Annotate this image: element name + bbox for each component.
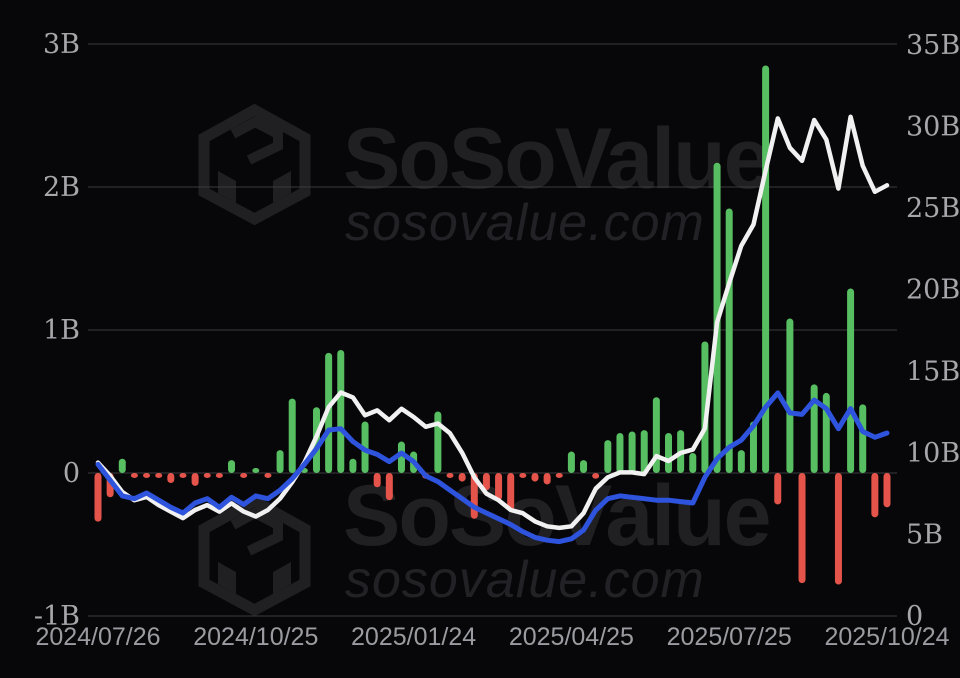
- outflow-bar[interactable]: [774, 473, 782, 505]
- outflow-bar[interactable]: [458, 473, 466, 482]
- x-axis-tick: 2025/01/24: [351, 623, 476, 651]
- left-axis-labels: 3B 2B 1B 0 -1B: [34, 29, 80, 632]
- inflow-bar[interactable]: [859, 404, 867, 473]
- inflow-bar[interactable]: [252, 468, 260, 473]
- inflow-bar[interactable]: [749, 421, 757, 473]
- inflow-bar[interactable]: [567, 451, 575, 473]
- outflow-bar[interactable]: [240, 473, 248, 478]
- inflow-bar[interactable]: [628, 431, 636, 473]
- outflow-bar[interactable]: [543, 473, 551, 485]
- outflow-bar[interactable]: [264, 473, 272, 478]
- inflow-bar[interactable]: [847, 288, 855, 473]
- outflow-bar[interactable]: [507, 473, 515, 511]
- left-axis-tick: 0: [63, 458, 80, 489]
- watermark-bottom: SoSoValue sosovalue.com: [198, 468, 772, 617]
- watermark-top: SoSoValue sosovalue.com: [198, 103, 772, 252]
- outflow-bar[interactable]: [179, 473, 187, 478]
- right-axis-tick: 10B: [906, 438, 960, 469]
- inflow-bar[interactable]: [810, 384, 818, 473]
- outflow-bar[interactable]: [215, 473, 223, 478]
- x-axis-labels: 2024/07/26 2024/10/25 2025/01/24 2025/04/25…: [35, 623, 949, 651]
- outflow-bar[interactable]: [446, 473, 454, 478]
- bars-series[interactable]: [94, 65, 891, 585]
- inflow-bar[interactable]: [786, 318, 794, 473]
- right-axis-tick: 5B: [906, 519, 943, 550]
- right-axis-labels: 35B 30B 25B 20B 15B 10B 5B 0: [906, 30, 960, 632]
- right-axis-tick: 35B: [906, 30, 960, 61]
- right-axis-tick: 25B: [906, 193, 960, 224]
- outflow-bar[interactable]: [798, 473, 806, 584]
- x-axis-tick: 2025/10/24: [824, 623, 949, 651]
- left-axis-tick: 3B: [43, 29, 80, 60]
- trend-line[interactable]: [95, 390, 890, 545]
- outflow-bar[interactable]: [155, 473, 163, 478]
- outflow-bar[interactable]: [94, 473, 102, 522]
- watermark-domain: sosovalue.com: [345, 194, 705, 252]
- right-axis-tick: 0: [906, 601, 923, 632]
- inflow-bar[interactable]: [580, 460, 588, 473]
- outflow-bar[interactable]: [482, 473, 490, 491]
- outflow-bar[interactable]: [130, 473, 138, 478]
- inflow-bar[interactable]: [434, 411, 442, 473]
- outflow-bar[interactable]: [385, 473, 393, 501]
- sosovalue-cube-logo: [198, 103, 311, 226]
- x-axis-tick: 2024/10/25: [193, 623, 318, 651]
- inflow-bar[interactable]: [701, 341, 709, 473]
- white-line-series[interactable]: [95, 114, 890, 531]
- outflow-bar[interactable]: [555, 473, 563, 478]
- inflow-bar[interactable]: [397, 441, 405, 473]
- right-axis-tick: 30B: [906, 112, 960, 143]
- inflow-bar[interactable]: [337, 350, 345, 473]
- outflow-bar[interactable]: [592, 473, 600, 479]
- inflow-bar[interactable]: [737, 450, 745, 473]
- outflow-bar[interactable]: [519, 473, 527, 478]
- outflow-bar[interactable]: [531, 473, 539, 482]
- outflow-bar[interactable]: [883, 473, 891, 508]
- inflow-bar[interactable]: [665, 432, 673, 473]
- inflow-bar[interactable]: [118, 458, 126, 473]
- right-axis-tick: 20B: [906, 275, 960, 306]
- inflow-bar[interactable]: [349, 458, 357, 473]
- watermark-domain: sosovalue.com: [345, 551, 705, 609]
- inflow-bar[interactable]: [652, 397, 660, 473]
- inflow-bar[interactable]: [288, 398, 296, 473]
- outflow-bar[interactable]: [143, 473, 151, 478]
- outflow-bar[interactable]: [203, 473, 211, 478]
- outflow-bar[interactable]: [871, 473, 879, 518]
- watermark-title: SoSoValue: [343, 468, 770, 564]
- left-axis-tick: 2B: [43, 172, 80, 203]
- inflow-bar[interactable]: [616, 432, 624, 473]
- inflow-bar[interactable]: [604, 440, 612, 473]
- x-axis-tick: 2024/07/26: [35, 623, 160, 651]
- x-axis-tick: 2025/07/25: [667, 623, 792, 651]
- inflow-bar[interactable]: [725, 208, 733, 473]
- x-axis-tick: 2025/04/25: [509, 623, 634, 651]
- blue-line-series[interactable]: [95, 390, 890, 545]
- outflow-bar[interactable]: [834, 473, 842, 585]
- right-axis-tick: 15B: [906, 356, 960, 387]
- inflow-bar[interactable]: [276, 450, 284, 473]
- watermark-title: SoSoValue: [343, 111, 770, 207]
- outflow-bar[interactable]: [495, 473, 503, 501]
- inflow-bar[interactable]: [689, 452, 697, 473]
- cumulative-line[interactable]: [95, 114, 890, 531]
- outflow-bar[interactable]: [167, 473, 175, 484]
- inflow-bar[interactable]: [640, 430, 648, 473]
- sosovalue-cube-logo: [198, 494, 311, 617]
- left-axis-tick: -1B: [34, 601, 80, 632]
- left-axis-tick: 1B: [43, 315, 80, 346]
- outflow-bar[interactable]: [373, 473, 381, 488]
- inflow-bar[interactable]: [228, 460, 236, 473]
- outflow-bar[interactable]: [191, 473, 199, 486]
